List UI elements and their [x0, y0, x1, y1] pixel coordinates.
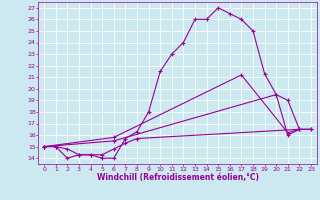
X-axis label: Windchill (Refroidissement éolien,°C): Windchill (Refroidissement éolien,°C) — [97, 173, 259, 182]
